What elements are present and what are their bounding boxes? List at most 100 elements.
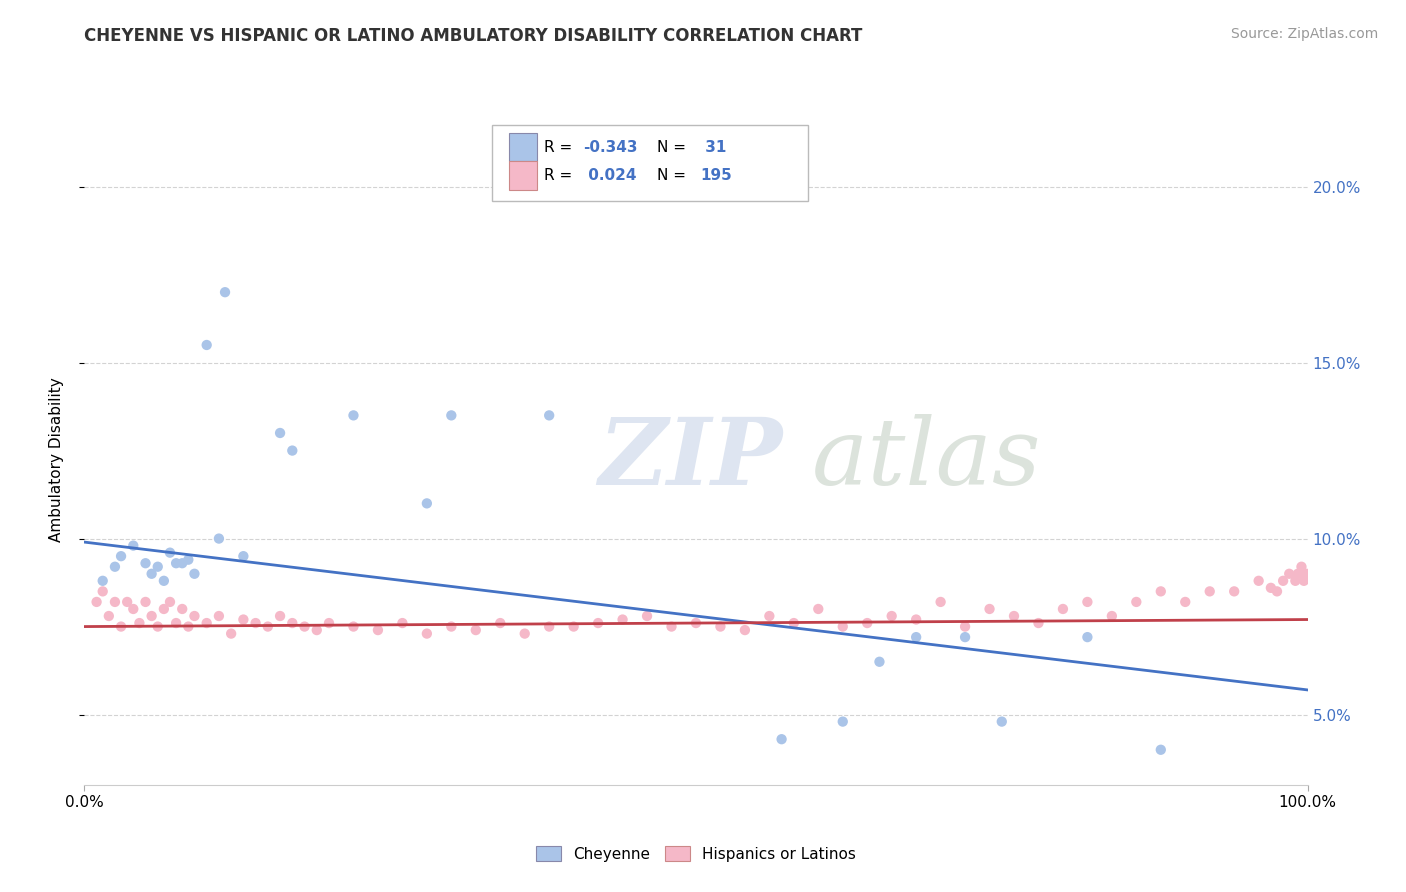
Text: 0.024: 0.024 (583, 169, 637, 183)
Point (831, 714, 853, 729)
Point (1101, 609, 1123, 624)
Point (122, 539, 145, 553)
Point (208, 609, 231, 624)
Point (929, 595, 952, 609)
Point (416, 496, 439, 510)
Point (153, 574, 176, 588)
Point (318, 615, 340, 630)
Point (905, 630, 928, 644)
Point (172, 556, 194, 570)
Point (91, 574, 114, 588)
Point (1247, 574, 1270, 588)
Point (367, 623, 389, 637)
Point (953, 619, 976, 633)
Text: Source: ZipAtlas.com: Source: ZipAtlas.com (1230, 27, 1378, 41)
Point (146, 619, 169, 633)
Point (1052, 602, 1074, 616)
Point (807, 602, 830, 616)
Point (165, 556, 187, 570)
Point (153, 602, 176, 616)
Point (1295, 566, 1317, 581)
Point (1278, 566, 1301, 581)
Point (391, 615, 413, 630)
Point (294, 619, 316, 633)
Point (232, 613, 254, 627)
Point (1150, 584, 1173, 599)
Point (183, 609, 205, 624)
Point (440, 619, 463, 633)
Point (562, 619, 585, 633)
Point (135, 556, 157, 570)
Point (128, 615, 150, 630)
Y-axis label: Ambulatory Disability: Ambulatory Disability (49, 377, 63, 541)
Point (1125, 595, 1147, 609)
Point (141, 609, 163, 624)
Text: N =: N = (657, 169, 690, 183)
Text: R =: R = (544, 169, 578, 183)
Point (1284, 574, 1306, 588)
Point (1286, 566, 1309, 581)
Point (257, 619, 280, 633)
Point (1150, 743, 1173, 757)
Point (1223, 584, 1246, 599)
Point (586, 615, 609, 630)
Point (489, 615, 512, 630)
Point (135, 595, 157, 609)
Point (97, 609, 120, 624)
Point (177, 552, 200, 566)
Point (195, 615, 218, 630)
Point (770, 732, 793, 747)
Point (869, 655, 891, 669)
Text: CHEYENNE VS HISPANIC OR LATINO AMBULATORY DISABILITY CORRELATION CHART: CHEYENNE VS HISPANIC OR LATINO AMBULATOR… (84, 27, 863, 45)
Point (342, 619, 364, 633)
Point (281, 443, 304, 458)
Point (513, 626, 536, 640)
Point (464, 623, 486, 637)
Point (905, 613, 928, 627)
Point (612, 613, 634, 627)
Point (1292, 574, 1315, 588)
Point (685, 615, 707, 630)
Point (1174, 595, 1197, 609)
Point (219, 626, 242, 640)
Point (1002, 609, 1025, 624)
Point (1291, 559, 1313, 574)
Text: N =: N = (657, 140, 690, 154)
Point (1198, 584, 1220, 599)
Point (91, 584, 114, 599)
Point (636, 609, 658, 624)
Point (661, 619, 683, 633)
Text: 195: 195 (700, 169, 733, 183)
Point (110, 549, 132, 564)
Point (104, 595, 127, 609)
Point (1265, 584, 1288, 599)
Point (104, 559, 127, 574)
Text: R =: R = (544, 140, 578, 154)
Point (177, 619, 200, 633)
Point (110, 619, 132, 633)
Point (195, 338, 218, 352)
Point (141, 566, 163, 581)
Point (1272, 574, 1295, 588)
Legend: Cheyenne, Hispanics or Latinos: Cheyenne, Hispanics or Latinos (536, 847, 856, 862)
Point (281, 615, 304, 630)
Point (734, 623, 756, 637)
Point (122, 602, 145, 616)
Point (709, 619, 731, 633)
Point (831, 619, 853, 633)
Point (159, 546, 181, 560)
Point (208, 532, 231, 546)
Point (1076, 595, 1098, 609)
Point (440, 409, 463, 423)
Point (159, 595, 181, 609)
Point (538, 409, 561, 423)
Text: atlas: atlas (813, 415, 1042, 504)
Point (269, 609, 291, 624)
Text: 31: 31 (700, 140, 727, 154)
Point (165, 615, 187, 630)
Point (953, 630, 976, 644)
Point (305, 623, 328, 637)
Point (232, 549, 254, 564)
Point (1260, 581, 1282, 595)
Point (991, 714, 1014, 729)
